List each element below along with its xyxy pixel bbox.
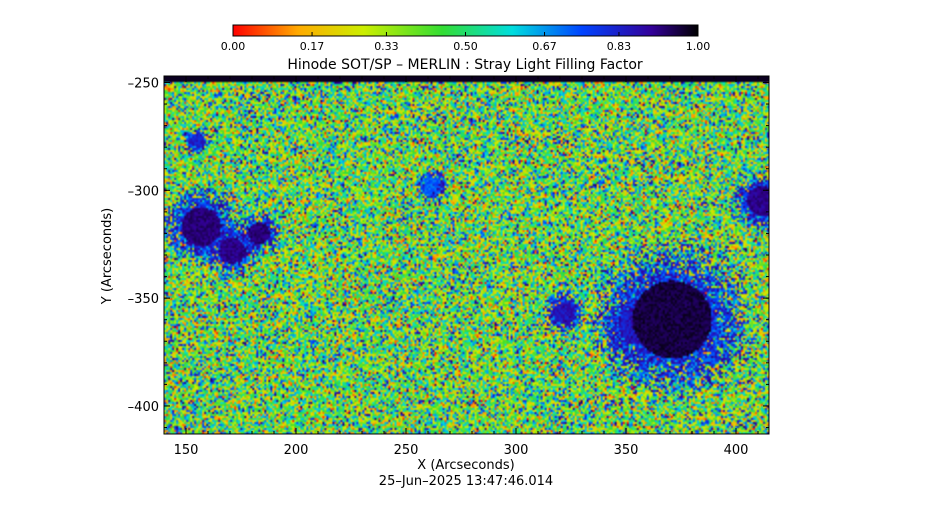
x-tick-label: 150 [174,443,199,458]
y-tick-label: –300 [128,184,159,199]
x-tick-label: 250 [394,443,419,458]
y-axis-label: Y (Arcseconds) [100,208,115,305]
x-axis: 150 200 250 300 350 400 [163,76,759,458]
colorbar-tick-label: 0.83 [607,40,632,53]
x-tick-label: 400 [724,443,749,458]
chart-title: Hinode SOT/SP – MERLIN : Stray Light Fil… [287,57,643,73]
y-axis: –250 –300 –350 –400 [128,76,769,429]
colorbar-ticks: 0.00 0.17 0.33 0.50 0.67 0.83 1.00 [221,32,711,53]
colorbar-tick-label: 0.17 [300,40,325,53]
timestamp: 25–Jun–2025 13:47:46.014 [379,474,553,489]
y-tick-label: –350 [128,292,159,307]
x-tick-label: 350 [614,443,639,458]
colorbar-tick-label: 0.50 [453,40,478,53]
x-axis-label: X (Arcseconds) [417,458,514,473]
heatmap-image [164,76,769,434]
colorbar-tick-label: 1.00 [686,40,711,53]
colorbar-tick-label: 0.67 [532,40,557,53]
colorbar-tick-label: 0.33 [374,40,399,53]
x-tick-label: 300 [504,443,529,458]
colorbar-tick-label: 0.00 [221,40,246,53]
x-tick-label: 200 [284,443,309,458]
y-tick-label: –400 [128,400,159,415]
y-tick-label: –250 [128,76,159,91]
